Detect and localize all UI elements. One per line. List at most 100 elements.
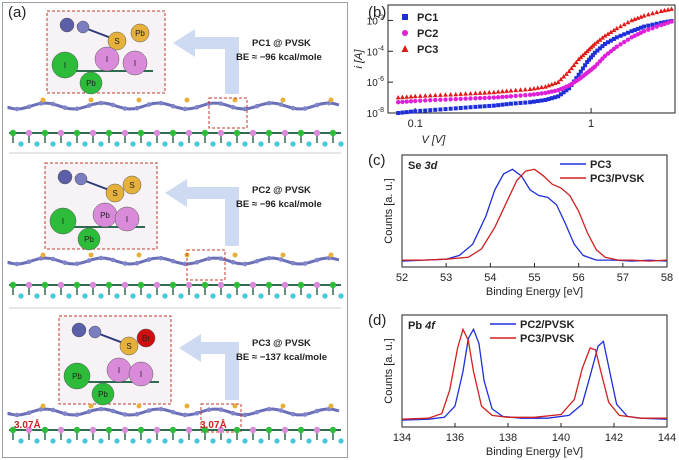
iv-point-pc2 (418, 98, 423, 103)
atom-label: I (126, 215, 128, 224)
chain-atom (290, 411, 296, 417)
sulfur-atom (280, 97, 286, 103)
slab-atom (41, 281, 49, 289)
iv-point-pc2 (453, 96, 458, 102)
slab-atom (297, 426, 305, 434)
slab-cation (226, 293, 232, 299)
atom-label: I (134, 59, 136, 68)
y-tick-label: 10-2 (367, 14, 384, 27)
iv-point-pc1 (587, 57, 592, 62)
iv-point-pc2 (641, 29, 647, 34)
atom (76, 20, 90, 34)
slab-cation (242, 293, 248, 299)
iv-point-pc3 (621, 21, 627, 27)
iv-point-pc3 (650, 10, 655, 16)
iv-point-pc2 (504, 94, 509, 99)
iv-point-pc3 (417, 93, 423, 98)
slab-cation (82, 141, 88, 147)
iv-point-pc3 (499, 88, 505, 94)
slab-cation (194, 141, 200, 147)
chain-atom (158, 100, 164, 106)
slab-atom (329, 129, 337, 137)
slab-cation (290, 438, 296, 444)
iv-point-pc2 (513, 93, 518, 99)
iv-point-pc3 (561, 74, 567, 79)
slab-atom (9, 281, 17, 289)
slab-atom (73, 426, 81, 434)
iv-point-pc1 (528, 100, 533, 105)
slab-atom (217, 129, 225, 137)
sulfur-atom (328, 252, 334, 258)
iv-point-pc1 (438, 107, 443, 112)
chain-atom (218, 407, 224, 412)
iv-point-pc3 (614, 25, 620, 31)
chain-atom (146, 408, 152, 413)
atom-label: Pb (84, 235, 94, 244)
d-line-pc3-pvsk (401, 327, 667, 420)
chain-atom (314, 257, 320, 263)
chain-atom (170, 258, 176, 264)
iv-point-pc2 (438, 97, 443, 102)
slab-cation (34, 141, 40, 147)
sulfur-atom (88, 252, 94, 258)
sulfur-atom (88, 403, 94, 409)
slab-atom (9, 426, 17, 434)
iv-point-pc1 (635, 26, 640, 31)
atom (77, 227, 101, 251)
iv-point-pc2 (625, 37, 631, 42)
pc3-title: PC3 @ PVSK (252, 338, 311, 349)
legend-label: PC3/PVSK (520, 333, 574, 345)
chain-atom (254, 258, 260, 264)
slab-cation (98, 438, 104, 444)
slab-atom (265, 281, 273, 289)
iv-point-pc3 (437, 92, 443, 97)
chain-atom (302, 106, 308, 111)
iv-point-pc1 (496, 103, 501, 108)
sulfur-atom (232, 97, 238, 103)
slab-cation (146, 438, 152, 444)
iv-point-pc1 (650, 22, 655, 27)
iv-point-pc1 (638, 25, 643, 30)
iv-point-pc1 (642, 24, 647, 29)
iv-point-pc1 (580, 66, 585, 71)
legend-marker (402, 14, 408, 20)
x-tick-label: 54 (484, 272, 496, 284)
iv-point-pc3 (400, 94, 405, 100)
iv-point-pc2 (477, 95, 483, 101)
iv-point-pc1 (448, 106, 453, 111)
iv-point-pc1 (567, 86, 572, 91)
iv-point-pc3 (552, 80, 558, 86)
iv-point-pc2 (413, 98, 418, 104)
slab-atom (313, 281, 321, 289)
iv-point-pc1 (553, 95, 558, 100)
d-plot-frame (401, 314, 668, 428)
iv-point-pc2 (395, 100, 401, 105)
atom (63, 362, 91, 390)
slab-cation (130, 293, 136, 299)
pc1-title: PC1 @ PVSK (252, 38, 311, 49)
pc2-title: PC2 @ PVSK (252, 185, 311, 196)
sulfur-atom (88, 97, 94, 103)
slab-cation (242, 141, 248, 147)
slab-cation (258, 293, 264, 299)
iv-point-pc3 (522, 86, 528, 92)
iv-point-pc2 (658, 22, 664, 28)
atom (105, 183, 125, 203)
iv-point-pc2 (527, 92, 533, 98)
iv-point-pc3 (395, 94, 401, 100)
atom (94, 46, 120, 72)
atom-label: I (64, 61, 66, 70)
iv-point-pc3 (408, 94, 414, 99)
pointer-arrow (165, 179, 239, 246)
iv-point-pc2 (433, 97, 438, 103)
sulfur-atom (40, 403, 46, 409)
sulfur-atom (136, 252, 142, 258)
x-tick-label: 0.1 (408, 118, 423, 130)
x-tick-label: 56 (573, 272, 585, 284)
iv-point-pc3 (592, 41, 598, 46)
iv-point-pc2 (622, 39, 627, 45)
chain-atom (314, 102, 320, 108)
iv-point-pc3 (422, 93, 428, 98)
chain-atom (74, 412, 80, 418)
iv-point-pc3 (443, 92, 448, 97)
